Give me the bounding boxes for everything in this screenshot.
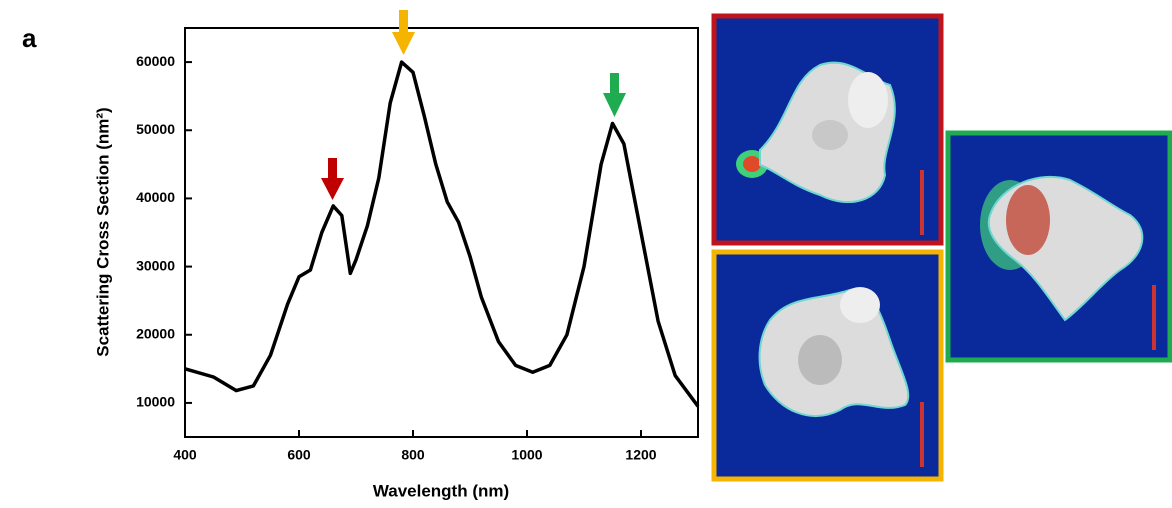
y-tick-label: 10000 bbox=[136, 394, 175, 410]
spectrum-line bbox=[185, 62, 698, 406]
y-tick-label: 60000 bbox=[136, 53, 175, 69]
y-tick-label: 50000 bbox=[136, 121, 175, 137]
x-tick-label: 600 bbox=[287, 447, 311, 463]
y-axis-title: Scattering Cross Section (nm²) bbox=[93, 107, 112, 356]
x-tick-label: 800 bbox=[401, 447, 425, 463]
plot-frame bbox=[185, 28, 698, 437]
x-axis-title: Wavelength (nm) bbox=[373, 481, 509, 500]
figure: a Wavelength (nm) Scattering Cross Secti… bbox=[0, 0, 1172, 508]
field-map-green bbox=[948, 133, 1170, 360]
y-tick-label: 30000 bbox=[136, 257, 175, 273]
y-tick-label: 20000 bbox=[136, 325, 175, 341]
field-map-red bbox=[714, 16, 941, 243]
y-tick-label: 40000 bbox=[136, 189, 175, 205]
x-tick-label: 1000 bbox=[511, 447, 542, 463]
x-tick-label: 1200 bbox=[625, 447, 656, 463]
peak-arrows bbox=[321, 10, 626, 200]
panel-label: a bbox=[22, 23, 37, 53]
x-tick-label: 400 bbox=[173, 447, 197, 463]
field-map-yellow bbox=[714, 252, 941, 479]
